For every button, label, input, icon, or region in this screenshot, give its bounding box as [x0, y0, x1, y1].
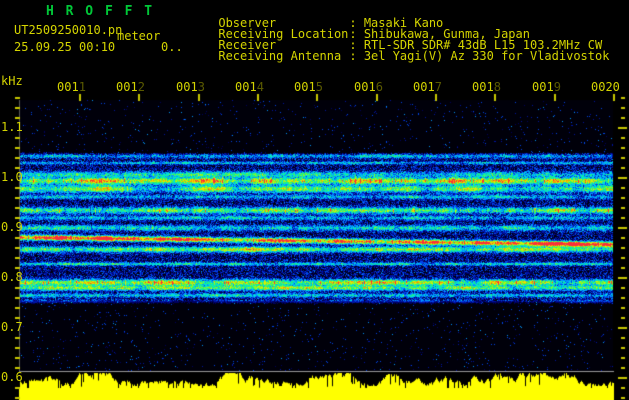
time-tick-main: 001	[532, 80, 554, 94]
output-filename: UT2509250010.pn	[14, 23, 123, 37]
info-label: Observer	[218, 16, 277, 30]
time-tick-main: 001	[116, 80, 138, 94]
freq-tick-label: 0.7	[1, 320, 23, 334]
time-tick-label: 0017	[413, 81, 442, 93]
time-tick-main: 001	[176, 80, 198, 94]
time-tick-main: 001	[413, 80, 435, 94]
freq-tick-label: 0.9	[1, 220, 23, 234]
time-tick-main: 001	[472, 80, 494, 94]
time-tick-label: 0012	[116, 81, 145, 93]
time-tick-last: 5	[315, 80, 323, 94]
colon: :	[349, 27, 364, 41]
datetime-label: 25.09.25 00:10	[14, 40, 116, 54]
time-tick-last: 7	[434, 80, 442, 94]
observation-mode-label: meteor	[117, 29, 161, 43]
info-row-antenna: Receiving Antenna: 3el Yagi(V) Az 330 fo…	[175, 40, 609, 62]
info-row-receiver: Receiver: RTL-SDR SDR# 43dB L15 103.2MHz…	[175, 29, 609, 51]
info-row-location: Receiving Location: Shibukawa, Gunma, Ja…	[175, 18, 609, 40]
time-tick-main: 001	[354, 80, 376, 94]
time-tick-last: 9	[553, 80, 561, 94]
echo-counter: 0..	[161, 40, 183, 54]
info-value: Shibukawa, Gunma, Japan	[363, 27, 530, 41]
freq-tick-label: 0.8	[1, 270, 23, 284]
freq-axis-unit: kHz	[1, 74, 23, 88]
time-tick-label: 0013	[176, 81, 205, 93]
freq-tick-label: 1.0	[1, 170, 23, 184]
time-tick-last: 6	[375, 80, 383, 94]
time-tick-label: 0019	[532, 81, 561, 93]
time-tick-label: 0016	[354, 81, 383, 93]
info-value: RTL-SDR SDR# 43dB L15 103.2MHz CW	[363, 38, 603, 52]
info-row-observer: Observer: Masaki Kano	[175, 7, 609, 29]
time-tick-label: 0015	[294, 81, 323, 93]
time-tick-main: 001	[294, 80, 316, 94]
freq-tick-label: 1.1	[1, 120, 23, 134]
info-value: 3el Yagi(V) Az 330 for Vladivostok	[363, 49, 610, 63]
station-info: Observer: Masaki Kano Receiving Location…	[175, 7, 609, 62]
app-title: H R O F F T	[46, 4, 155, 19]
time-tick-main: 001	[235, 80, 257, 94]
time-tick-label: 0018	[472, 81, 501, 93]
time-tick-last: 1	[78, 80, 86, 94]
colon: :	[349, 38, 364, 52]
time-tick-main: 0020	[591, 80, 620, 94]
time-tick-label: 0011	[57, 81, 86, 93]
time-tick-label: 0020	[591, 81, 620, 93]
time-tick-last: 2	[137, 80, 145, 94]
time-tick-last: 4	[256, 80, 264, 94]
time-tick-label: 0014	[235, 81, 264, 93]
time-tick-main: 001	[57, 80, 79, 94]
time-tick-last: 3	[197, 80, 205, 94]
time-tick-last: 8	[493, 80, 501, 94]
info-value: Masaki Kano	[363, 16, 444, 30]
info-label: Receiver	[218, 38, 277, 52]
colon: :	[349, 16, 364, 30]
info-label: Receiving Location	[218, 27, 349, 41]
freq-tick-label: 0.6	[1, 370, 23, 384]
info-label: Receiving Antenna	[218, 49, 342, 63]
colon: :	[349, 49, 364, 63]
